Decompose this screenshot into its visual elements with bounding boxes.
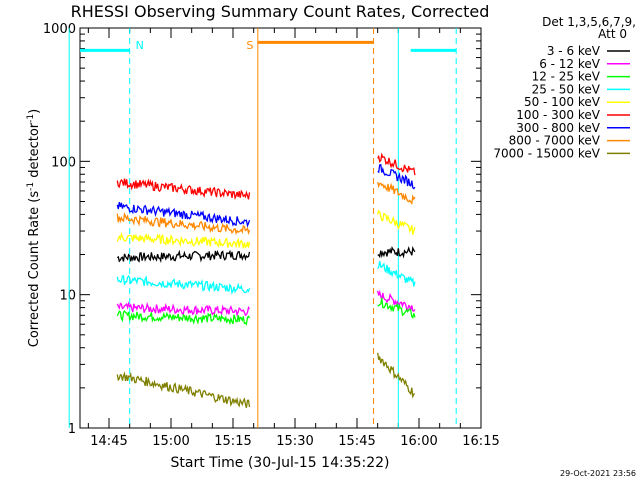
y-tick-label: 1 [68, 422, 76, 437]
legend-label: 3 - 6 keV [547, 44, 601, 58]
y-tick-label: 1000 [43, 22, 76, 37]
legend-header-line2: Att 0 [598, 27, 627, 41]
x-tick-label: 15:00 [152, 434, 189, 449]
legend-label: 50 - 100 keV [524, 95, 601, 109]
y-axis-label-main: Corrected Count Rate (s [27, 191, 42, 348]
x-tick-label: 15:15 [214, 434, 251, 449]
y-tick-label: 10 [59, 289, 76, 304]
legend-label: 7000 - 15000 keV [493, 146, 600, 160]
series-line [116, 274, 251, 295]
ticks: 14:45 15:00 15:15 15:30 15:45 16:00 16:15 1 10 10… [43, 22, 500, 449]
series-line [377, 181, 416, 206]
x-tick-label: 16:15 [462, 434, 499, 449]
y-axis-label-sup1: -1 [26, 182, 36, 191]
series-line [116, 211, 251, 236]
legend-label: 6 - 12 keV [539, 57, 601, 71]
x-tick-label: 15:30 [276, 434, 313, 449]
series-line [377, 297, 416, 319]
y-axis-label-end: ) [27, 109, 42, 114]
series-line [116, 301, 251, 317]
plot-frame [79, 27, 482, 429]
x-tick-label: 16:00 [400, 434, 437, 449]
series-line [377, 209, 416, 235]
legend-header-line1: Det 1,3,5,6,7,9, [542, 15, 636, 29]
flag-label: N [136, 39, 144, 52]
legend-label: 100 - 300 keV [516, 108, 600, 122]
x-axis-label: Start Time (30-Jul-15 14:35:22) [170, 455, 389, 471]
series-line [116, 231, 251, 249]
series-line [377, 352, 416, 399]
legend-label: 300 - 800 keV [516, 121, 600, 135]
series-line [116, 249, 251, 264]
y-tick-label: 100 [51, 155, 76, 170]
series-line [377, 152, 416, 176]
footer-date: 29-Oct-2021 23:56 [560, 469, 636, 478]
legend-label: 800 - 7000 keV [509, 134, 601, 148]
x-tick-label: 14:45 [90, 434, 127, 449]
series-line [116, 310, 251, 326]
series-line [116, 202, 251, 228]
series-line [377, 260, 416, 287]
legend-label: 25 - 50 keV [532, 82, 601, 96]
series-line [377, 163, 416, 190]
chart-title: RHESSI Observing Summary Count Rates, Co… [71, 2, 490, 21]
legend-label: 12 - 25 keV [532, 70, 601, 84]
flag-label: S [246, 39, 253, 52]
series-line [377, 245, 416, 259]
y-axis-label-mid: detector [27, 122, 42, 182]
x-tick-label: 15:45 [338, 434, 375, 449]
series-line [116, 371, 251, 408]
y-axis-label-sup2: -1 [26, 114, 36, 123]
y-axis-label: Corrected Count Rate (s-1 detector-1) [26, 109, 42, 347]
series-line [377, 289, 416, 313]
series-line [116, 178, 251, 201]
